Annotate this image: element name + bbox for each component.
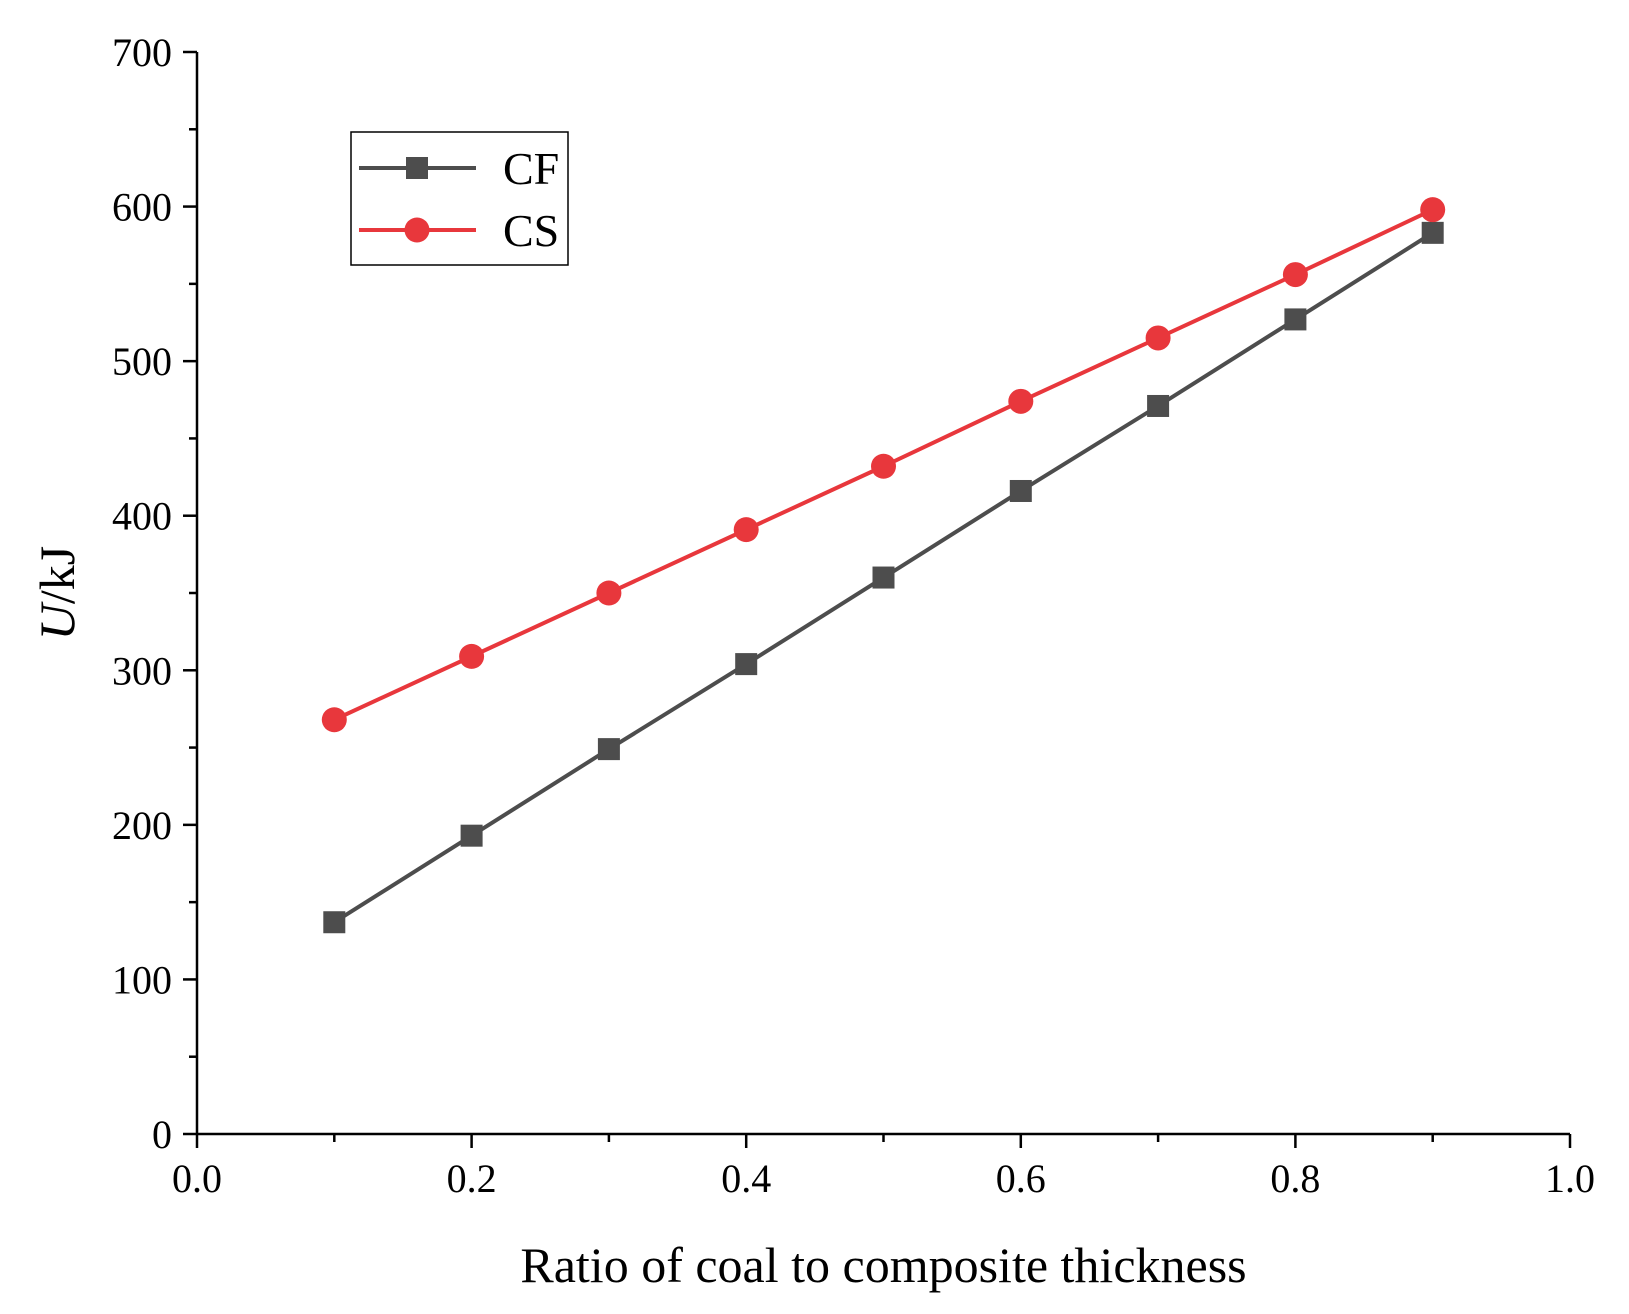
series-cf-point xyxy=(460,824,483,847)
series-cs-point xyxy=(1145,325,1171,351)
y-tick-label: 300 xyxy=(112,648,172,693)
y-tick-label: 100 xyxy=(112,957,172,1002)
series-cs-point xyxy=(1420,197,1446,223)
series-cs-point xyxy=(459,643,485,669)
legend-item-cs: CS xyxy=(359,205,559,256)
ticks: 0.0 0.2 0.4 0.6 0.8 1.0 0 100 200 300 400 500 600 700 xyxy=(112,30,1595,1201)
series-cs-point xyxy=(733,517,759,543)
series-cs xyxy=(321,197,1446,733)
x-tick-label: 0.6 xyxy=(996,1156,1046,1201)
y-axis-title: U/kJ xyxy=(29,546,85,640)
series-cs-point xyxy=(871,453,896,479)
y-axis-title-unit: /kJ xyxy=(29,546,85,604)
series-cs-point xyxy=(1282,262,1308,288)
legend: CF CS xyxy=(350,131,569,266)
x-tick-label: 1.0 xyxy=(1545,1156,1595,1201)
x-tick-label: 0.0 xyxy=(172,1156,222,1201)
x-tick-label: 0.2 xyxy=(447,1156,497,1201)
legend-label-cs: CS xyxy=(503,205,559,256)
y-tick-label: 0 xyxy=(152,1112,172,1157)
series-layer xyxy=(321,197,1446,934)
y-tick-label: 600 xyxy=(112,185,172,230)
series-cs-point xyxy=(321,707,347,733)
x-tick-label: 0.4 xyxy=(721,1156,771,1201)
y-tick-label: 700 xyxy=(112,30,172,75)
series-cf-point xyxy=(323,911,346,934)
legend-item-cf: CF xyxy=(359,143,559,194)
y-tick-label: 400 xyxy=(112,494,172,539)
series-cf xyxy=(323,221,1444,934)
legend-marker-cs xyxy=(404,217,430,243)
x-axis-title: Ratio of coal to composite thickness xyxy=(520,1237,1246,1293)
series-cf-point xyxy=(1009,479,1032,502)
series-cf-point xyxy=(735,653,758,676)
x-tick-label: 0.8 xyxy=(1270,1156,1320,1201)
legend-label-cf: CF xyxy=(503,143,559,194)
series-cf-point xyxy=(1147,394,1170,417)
y-tick-label: 200 xyxy=(112,803,172,848)
series-cs-point xyxy=(596,580,622,606)
series-cs-point xyxy=(1008,388,1034,414)
y-axis-title-variable: U xyxy=(29,601,85,640)
y-tick-label: 500 xyxy=(112,339,172,384)
series-cf-point xyxy=(597,738,620,761)
series-cf-point xyxy=(1284,308,1307,331)
series-cf-point xyxy=(872,566,895,589)
legend-box xyxy=(350,131,569,266)
series-cf-point xyxy=(1421,221,1444,244)
legend-marker-cf xyxy=(406,157,428,179)
